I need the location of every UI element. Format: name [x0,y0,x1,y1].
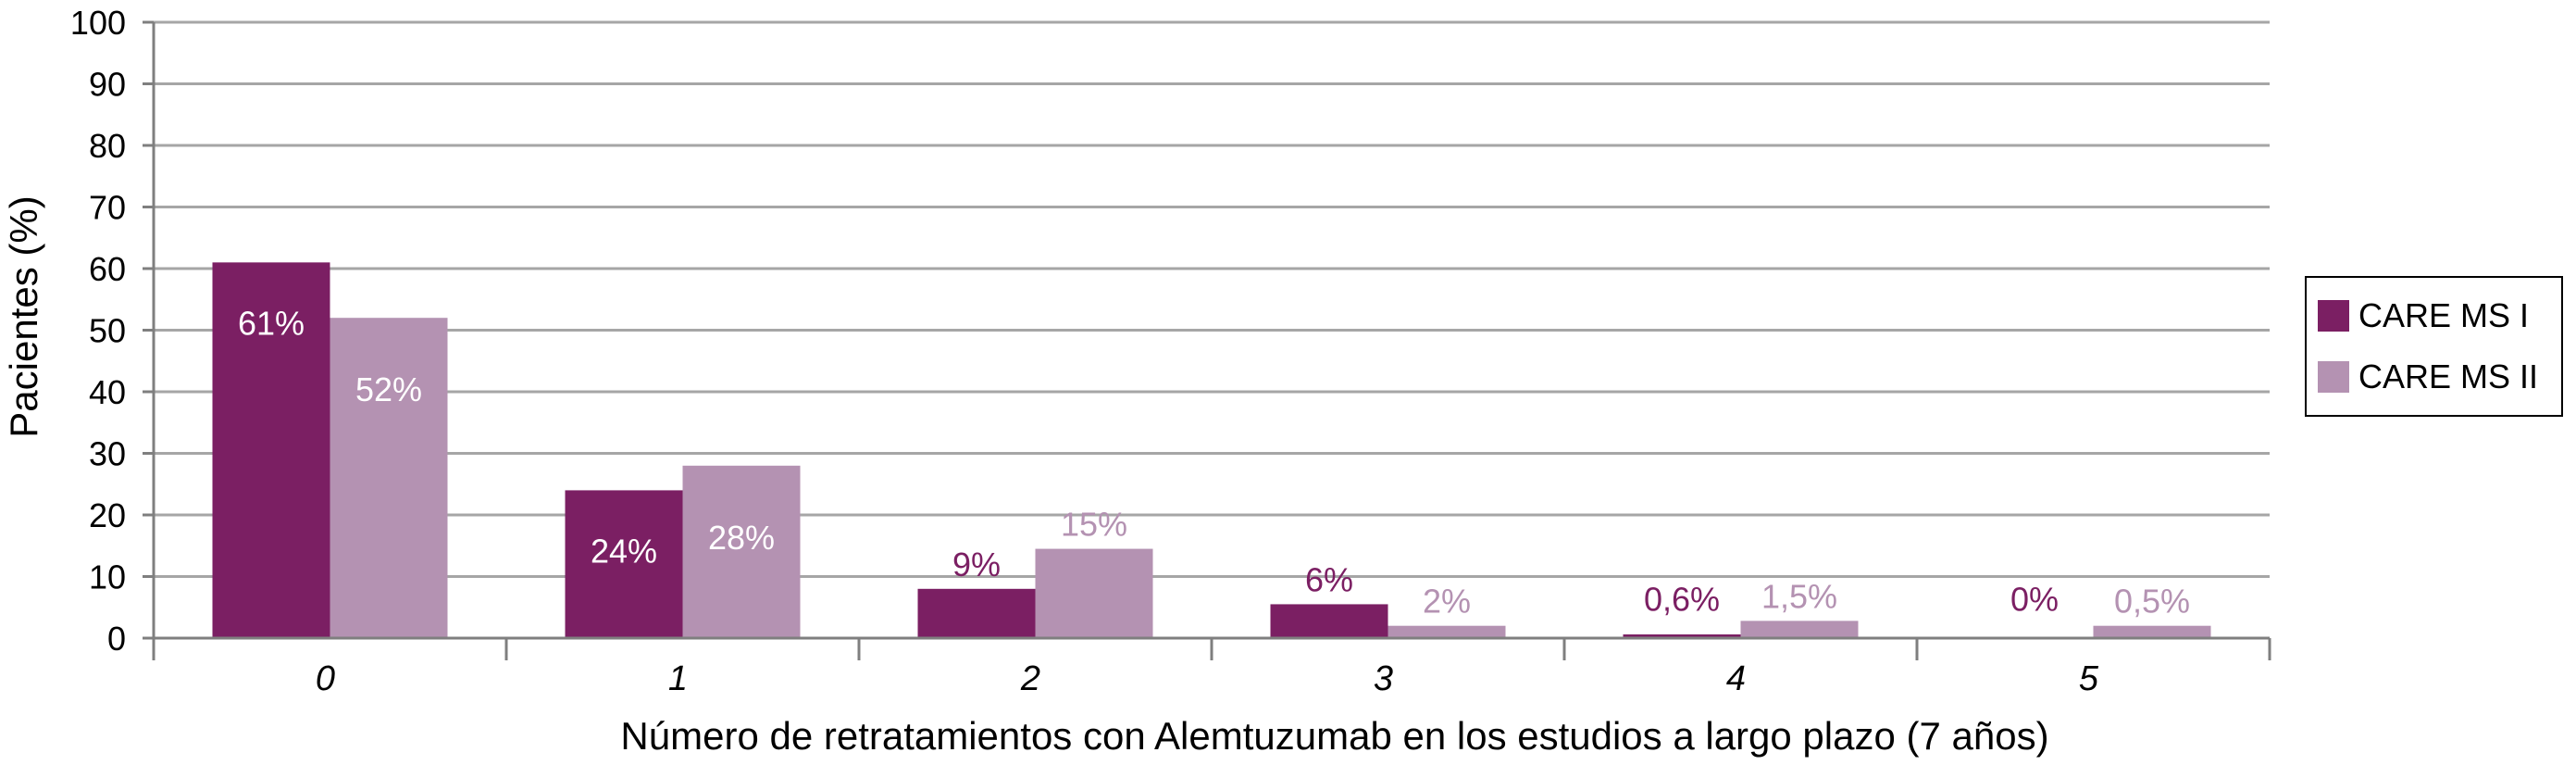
bar-series-2 [330,318,448,638]
x-tick-label: 4 [1726,659,1746,698]
y-tick-label: 10 [89,558,126,596]
legend-label-series-2: CARE MS II [2358,357,2539,395]
data-label-series-1: 24% [591,532,657,570]
bars [212,262,2211,638]
y-tick-label: 0 [107,620,126,658]
bar-series-2 [1388,625,1506,638]
y-tick-label: 40 [89,373,126,411]
y-tick-label: 60 [89,250,126,288]
y-tick-label: 80 [89,127,126,165]
x-tick-label: 5 [2079,659,2099,698]
y-tick-label: 100 [70,4,126,42]
data-label-series-2: 2% [1423,583,1471,621]
data-label-series-1: 6% [1305,560,1353,598]
x-axis-title: Número de retratamientos con Alemtuzumab… [620,714,2048,758]
bar-series-2 [682,465,801,638]
y-tick-label: 30 [89,435,126,473]
data-label-series-1: 0% [2010,581,2059,619]
bar-series-1 [212,262,330,638]
bar-series-2 [1035,548,1153,638]
legend-item-series-2: CARE MS II [2318,357,2538,396]
y-axis-ticks: 0 10 20 30 40 50 60 70 80 90 100 [70,4,126,658]
y-axis-title: Pacientes (%) [2,195,45,437]
data-label-series-2: 52% [355,370,422,408]
x-tick-label: 0 [316,659,335,698]
y-tick-label: 50 [89,312,126,350]
bar-series-2 [2093,625,2211,638]
x-tick-label: 3 [1374,659,1393,698]
x-axis: 0 1 2 3 4 5 [152,636,2271,698]
legend: CARE MS I CARE MS II [2305,276,2563,417]
bar-series-1 [565,490,683,638]
bar-labels: 61% 52% 24% 28% 9% 15% 6% 2% 0,6% 1,5% 0% 0,5% [238,304,2190,620]
gridlines [143,20,2270,640]
legend-swatch-series-1 [2318,300,2349,332]
legend-label-series-1: CARE MS I [2358,296,2530,334]
bar-series-2 [1740,621,1859,638]
y-tick-label: 20 [89,496,126,534]
bar-series-1 [1623,634,1741,638]
data-label-series-2: 15% [1061,506,1127,544]
y-tick-label: 70 [89,189,126,227]
data-label-series-2: 1,5% [1761,577,1837,615]
y-tick-label: 90 [89,66,126,104]
data-label-series-2: 0,5% [2114,583,2190,621]
legend-swatch-series-2 [2318,361,2349,393]
bar-series-1 [1270,604,1388,638]
legend-item-series-1: CARE MS I [2318,296,2529,335]
data-label-series-2: 28% [708,519,775,557]
data-label-series-1: 9% [952,546,1001,583]
data-label-series-1: 61% [238,304,305,342]
x-tick-label: 1 [668,659,688,698]
bar-series-1 [917,588,1036,638]
x-tick-label: 2 [1020,659,1040,698]
data-label-series-1: 0,6% [1644,581,1720,619]
